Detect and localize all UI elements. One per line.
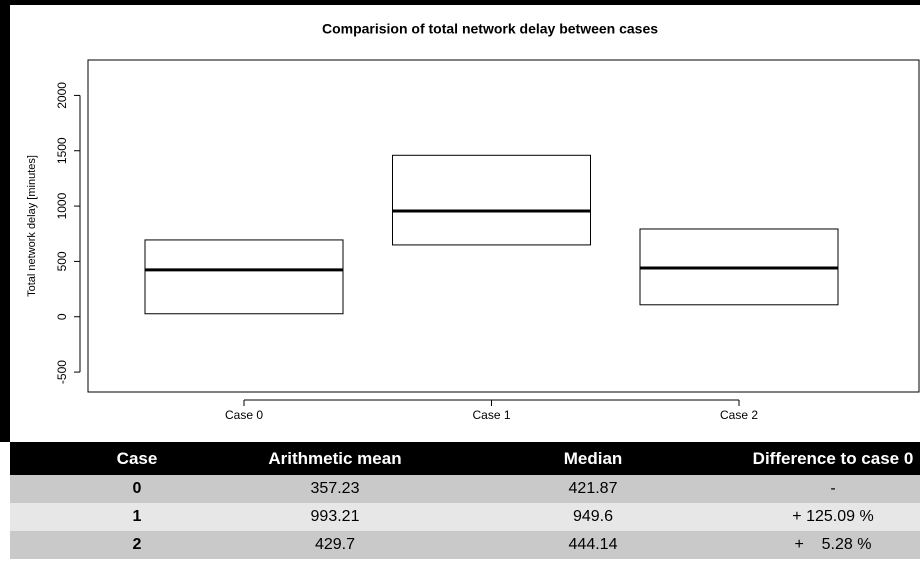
box (392, 154, 591, 246)
x-tick-label: Case 1 (472, 408, 510, 422)
column-header: Median (563, 449, 623, 468)
chart-title: Comparision of total network delay betwe… (322, 21, 658, 37)
y-axis-label: Total network delay [minutes] (26, 155, 38, 297)
table-cell: 421.87 (568, 480, 618, 497)
column-header: Difference to case 0 (752, 449, 914, 468)
column-header: Arithmetic mean (268, 449, 402, 468)
column-header: Case (116, 449, 158, 468)
x-tick-label: Case 2 (720, 408, 758, 422)
table-row: 2 429.7 444.14 + 5.28 % (10, 531, 920, 559)
x-tick-label: Case 0 (225, 408, 263, 422)
table-cell: 429.7 (314, 536, 356, 553)
y-tick-label: 500 (55, 251, 69, 271)
y-tick-label: 1500 (55, 137, 69, 164)
y-tick-label: -500 (55, 360, 69, 384)
chart: Comparision of total network delay betwe… (0, 0, 920, 442)
table-header: Case Arithmetic mean Median Difference to c… (10, 442, 920, 475)
table-cell: 2 (132, 536, 142, 553)
table-cell: 993.21 (310, 508, 360, 525)
y-tick-label: 2000 (55, 82, 69, 109)
table-cell: 0 (132, 480, 142, 497)
frame-left (0, 0, 10, 442)
y-tick-label: 0 (55, 313, 69, 320)
table-cell: 1 (132, 508, 142, 525)
table-cell: + 125.09 % (792, 508, 874, 525)
y-tick-label: 1000 (55, 192, 69, 219)
table-cell: 357.23 (310, 480, 360, 497)
table-cell: - (830, 480, 836, 497)
table-cell: 949.6 (572, 508, 614, 525)
plot-frame (87, 59, 920, 393)
table-cell: 444.14 (568, 536, 618, 553)
frame-top (0, 0, 920, 5)
box (144, 239, 344, 315)
table-cell: + 5.28 % (794, 536, 872, 553)
table-row: 0 357.23 421.87 - (10, 475, 920, 503)
table-row: 1 993.21 949.6 + 125.09 % (10, 503, 920, 531)
